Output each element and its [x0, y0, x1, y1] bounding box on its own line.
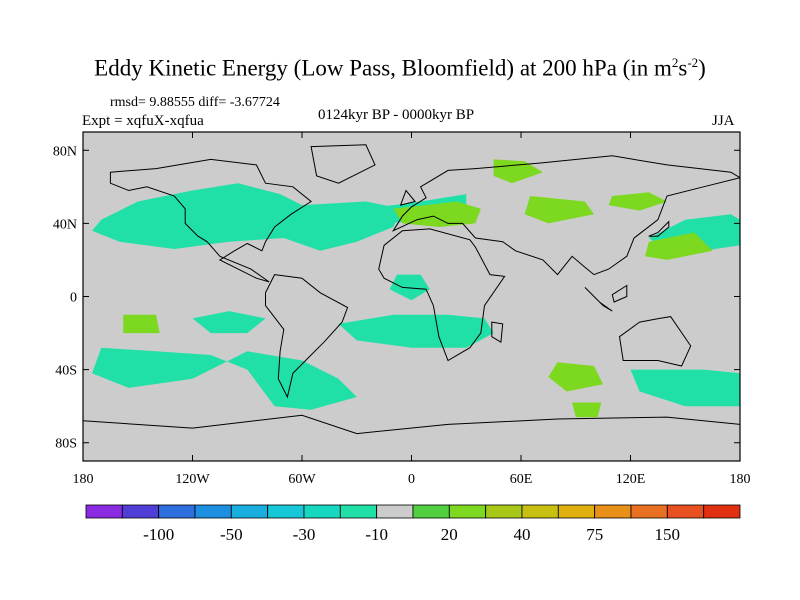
colorbar-swatch [303, 504, 341, 519]
chart-title-sup-1: 2 [671, 55, 679, 70]
colorbar-swatch [485, 504, 523, 519]
colorbar-swatch [703, 504, 741, 519]
region-20-15 [572, 402, 602, 418]
colorbar-swatch [339, 504, 377, 519]
x-tick-label: 120E [616, 472, 646, 487]
y-tick-label: 40N [53, 217, 77, 232]
coastline-11 [399, 189, 416, 206]
x-tick-label: 180 [730, 472, 751, 487]
coastline-8 [584, 287, 613, 312]
colorbar-swatch [85, 504, 123, 519]
coastline-9 [611, 284, 628, 303]
region-20-12 [645, 232, 713, 260]
y-tick-label: 0 [70, 291, 77, 306]
region--10-6 [630, 369, 740, 407]
x-tick-label: 60W [288, 472, 316, 487]
region--10-3 [192, 311, 266, 334]
coastline-6 [83, 414, 740, 461]
colorbar: -100 -50 -30 -10 20 40 75 150 [85, 504, 741, 544]
region-20-11 [608, 192, 667, 211]
colorbar-label: -10 [365, 525, 388, 544]
colorbar-swatch [121, 504, 160, 519]
season-label: JJA [712, 113, 735, 129]
region--10-4 [338, 314, 494, 348]
chart-title-main: Eddy Kinetic Energy (Low Pass, Bloomfiel… [94, 55, 672, 81]
stats-label: rmsd= 9.88555 diff= -3.67724 [110, 95, 280, 110]
y-tick-label: 80N [53, 144, 77, 159]
region--10-0 [92, 183, 403, 251]
colorbar-label: 20 [441, 525, 458, 544]
x-tick-label: 60E [510, 472, 533, 487]
colorbar-label: -30 [293, 525, 316, 544]
region-20-13 [548, 362, 604, 392]
colorbar-swatch [230, 504, 269, 519]
colorbar-swatch [194, 504, 232, 519]
region-20-10 [524, 196, 594, 224]
coastline-5 [310, 144, 376, 184]
x-axis-ticks: 180 120W 60W 0 60E 120E 180 [73, 132, 751, 487]
colorbar-swatch [557, 504, 595, 519]
region-20-9 [493, 159, 543, 184]
colorbar-swatch [521, 504, 559, 519]
region--10-5 [92, 347, 357, 410]
x-tick-label: 120W [175, 472, 210, 487]
coastline-1 [265, 274, 349, 399]
colorbar-swatch [594, 504, 632, 519]
colorbar-label: -100 [143, 525, 174, 544]
colorbar-swatch [412, 504, 450, 519]
colorbar-swatch [666, 504, 704, 519]
coastline-0 [109, 158, 312, 283]
period-label: 0124kyr BP - 0000kyr BP [318, 107, 475, 123]
coastline-3 [391, 155, 740, 276]
colorbar-swatch [630, 504, 668, 519]
colorbar-label: 75 [586, 525, 603, 544]
colorbar-label: 40 [514, 525, 531, 544]
x-tick-label: 180 [73, 472, 94, 487]
chart-title: Eddy Kinetic Energy (Low Pass, Bloomfiel… [0, 55, 800, 82]
coastlines [83, 144, 740, 461]
colorbar-swatch [448, 504, 486, 519]
coastline-10 [491, 321, 504, 344]
coastline-2 [378, 228, 506, 362]
colorbar-swatch [376, 504, 414, 519]
y-axis-ticks: 80N 40N 0 40S 80S [53, 144, 740, 452]
region-20-14 [123, 314, 160, 334]
colorbar-label: -50 [220, 525, 243, 544]
experiment-label: Expt = xqfuX-xqfua [82, 113, 204, 129]
shaded-regions [92, 159, 740, 418]
chart-title-sup-2: -2 [687, 55, 699, 70]
x-tick-label: 0 [408, 472, 415, 487]
coastline-7 [648, 220, 670, 237]
colorbar-label: 150 [655, 525, 681, 544]
colorbar-swatch [158, 504, 196, 519]
region--10-7 [389, 274, 430, 301]
chart-title-s: s [678, 55, 688, 81]
y-tick-label: 40S [55, 364, 77, 379]
chart-title-close: ) [698, 55, 706, 81]
colorbar-swatch [267, 504, 305, 519]
y-tick-label: 80S [55, 437, 77, 452]
coastline-4 [618, 316, 692, 367]
